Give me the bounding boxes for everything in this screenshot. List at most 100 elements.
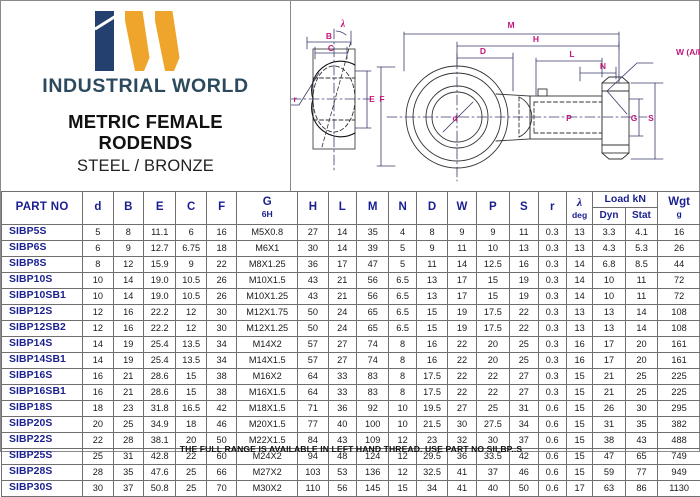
- cell-lambda: 13: [566, 241, 592, 257]
- cell-C: 13.5: [176, 337, 206, 353]
- cell-F: 30: [206, 321, 236, 337]
- cell-L: 27: [328, 353, 356, 369]
- cell-L: 17: [328, 257, 356, 273]
- cell-lambda: 13: [566, 305, 592, 321]
- cell-C: 25: [176, 481, 206, 497]
- cell-d: 30: [83, 481, 113, 497]
- cell-stat: 4.1: [625, 225, 657, 241]
- cell-S: 19: [510, 273, 538, 289]
- cell-M: 56: [356, 273, 388, 289]
- cell-P: 15: [476, 273, 509, 289]
- cell-S: 25: [510, 353, 538, 369]
- cell-E: 31.8: [144, 401, 176, 417]
- cell-W: 30: [448, 417, 476, 433]
- cell-wgt: 108: [658, 305, 700, 321]
- cell-D: 13: [416, 273, 447, 289]
- cell-H: 71: [298, 401, 328, 417]
- label-D: D: [480, 46, 486, 56]
- cell-L: 53: [328, 465, 356, 481]
- cell-N: 10: [389, 401, 416, 417]
- cell-wgt: 382: [658, 417, 700, 433]
- cell-dyn: 17: [593, 353, 625, 369]
- cell-lambda: 16: [566, 353, 592, 369]
- col-header-wgt: Wgt g: [658, 192, 700, 225]
- logo-w-stroke-2: [155, 11, 180, 71]
- cell-S: 31: [510, 401, 538, 417]
- cell-N: 6.5: [389, 321, 416, 337]
- col-header-H: H: [298, 192, 328, 225]
- datasheet-page: INDUSTRIAL WORLD METRIC FEMALE RODENDS S…: [0, 0, 700, 452]
- cell-C: 12: [176, 305, 206, 321]
- cell-wgt: 949: [658, 465, 700, 481]
- col-header-lambda: λ deg: [566, 192, 592, 225]
- cell-L: 27: [328, 337, 356, 353]
- label-C: C: [328, 43, 334, 53]
- cell-r: 0.3: [538, 369, 566, 385]
- cell-P: 9: [476, 225, 509, 241]
- cell-S: 16: [510, 257, 538, 273]
- cell-G: M12X1.25: [237, 321, 298, 337]
- col-header-load-group: Load kN: [593, 192, 658, 208]
- col-header-P: P: [476, 192, 509, 225]
- cell-part-no: SIBP30S: [2, 481, 83, 497]
- cell-H: 64: [298, 385, 328, 401]
- col-header-wgt-label: Wgt: [668, 196, 690, 208]
- col-header-stat: Stat: [625, 208, 657, 225]
- cell-P: 15: [476, 289, 509, 305]
- cell-dyn: 10: [593, 273, 625, 289]
- cell-dyn: 13: [593, 305, 625, 321]
- cell-F: 66: [206, 465, 236, 481]
- cell-part-no: SIBP8S: [2, 257, 83, 273]
- cell-M: 74: [356, 337, 388, 353]
- cell-S: 22: [510, 321, 538, 337]
- cell-wgt: 295: [658, 401, 700, 417]
- cell-B: 37: [113, 481, 143, 497]
- cell-E: 28.6: [144, 385, 176, 401]
- cell-r: 0.3: [538, 385, 566, 401]
- cell-dyn: 17: [593, 337, 625, 353]
- cell-G: M18X1.5: [237, 401, 298, 417]
- cell-lambda: 14: [566, 257, 592, 273]
- footer-note: THE FULL RANGE IS AVAILABLE IN LEFT HAND…: [1, 444, 700, 454]
- cell-H: 27: [298, 225, 328, 241]
- label-W-AF: W (A/F): [676, 47, 700, 57]
- cell-stat: 5.3: [625, 241, 657, 257]
- page-title: METRIC FEMALE RODENDS: [68, 112, 223, 154]
- cell-part-no: SIBP18S: [2, 401, 83, 417]
- cell-r: 0.3: [538, 225, 566, 241]
- cell-M: 145: [356, 481, 388, 497]
- col-header-D: D: [416, 192, 447, 225]
- cell-d: 20: [83, 417, 113, 433]
- col-header-W: W: [448, 192, 476, 225]
- cell-d: 14: [83, 353, 113, 369]
- cell-W: 41: [448, 481, 476, 497]
- cell-L: 36: [328, 401, 356, 417]
- cell-E: 15.9: [144, 257, 176, 273]
- cell-E: 34.9: [144, 417, 176, 433]
- cell-W: 9: [448, 225, 476, 241]
- cell-d: 10: [83, 289, 113, 305]
- cell-F: 46: [206, 417, 236, 433]
- cell-M: 92: [356, 401, 388, 417]
- cell-D: 16: [416, 337, 447, 353]
- cell-H: 30: [298, 241, 328, 257]
- cell-E: 25.4: [144, 353, 176, 369]
- cell-B: 19: [113, 337, 143, 353]
- cell-r: 0.6: [538, 465, 566, 481]
- cell-wgt: 1130: [658, 481, 700, 497]
- cell-P: 20: [476, 353, 509, 369]
- cell-dyn: 59: [593, 465, 625, 481]
- cell-S: 46: [510, 465, 538, 481]
- col-header-G-label: G: [263, 196, 272, 208]
- page-subtitle: STEEL / BRONZE: [77, 157, 214, 176]
- cell-C: 25: [176, 465, 206, 481]
- cell-H: 43: [298, 289, 328, 305]
- cell-N: 5: [389, 241, 416, 257]
